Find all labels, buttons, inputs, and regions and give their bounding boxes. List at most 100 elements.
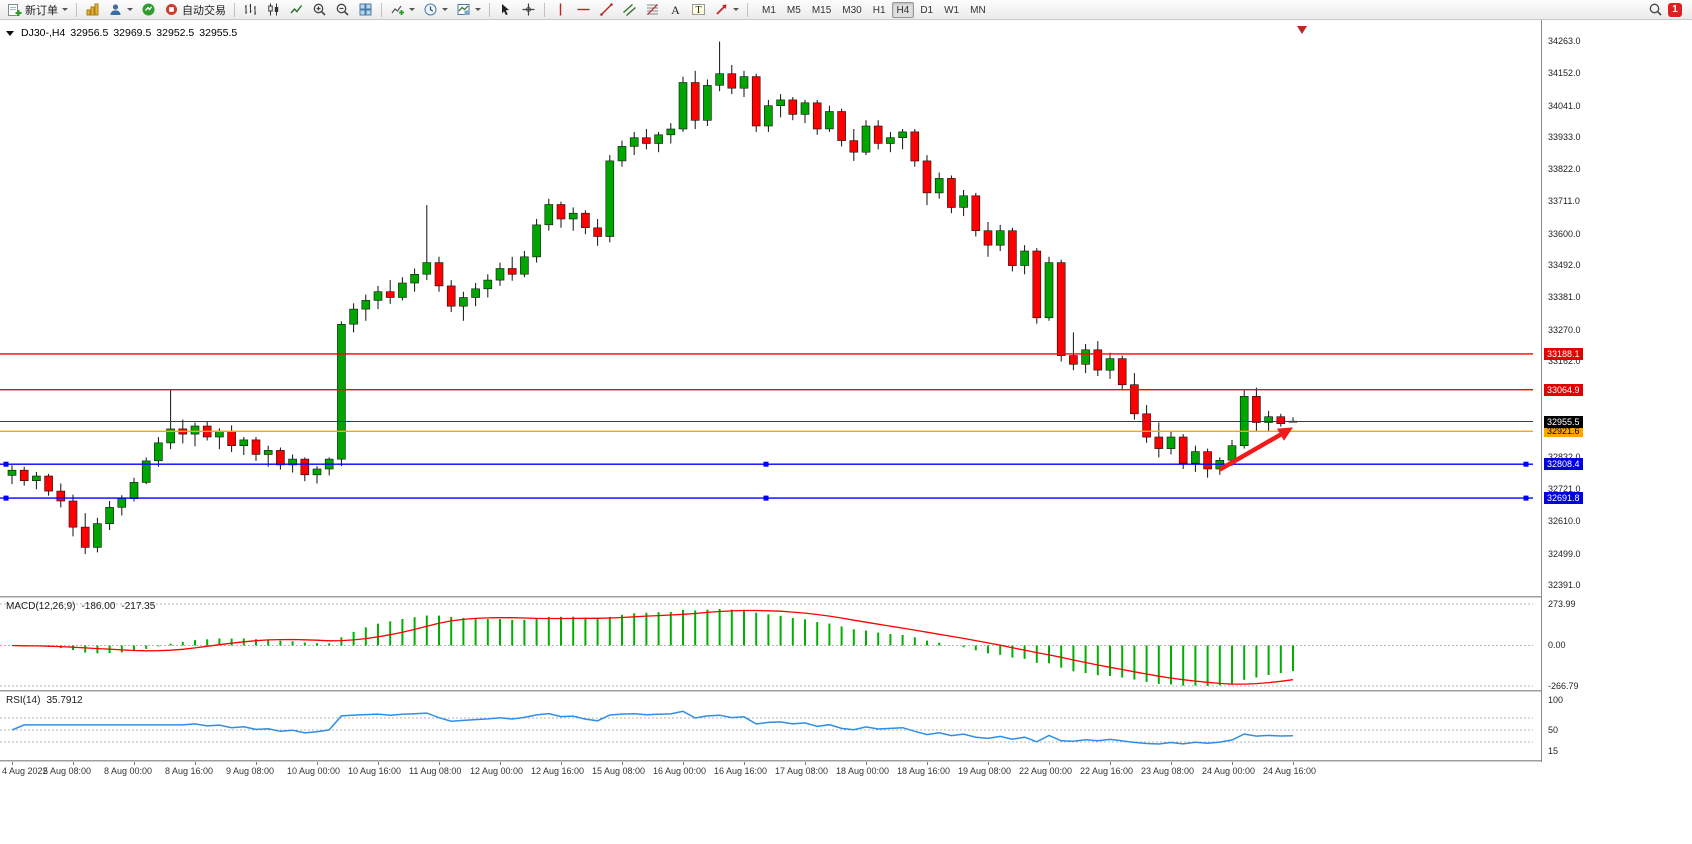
main-chart-plot[interactable] bbox=[0, 22, 1542, 596]
time-tick bbox=[561, 762, 562, 765]
indicators-icon bbox=[391, 5, 404, 15]
price-axis-border bbox=[1541, 20, 1542, 762]
price-axis[interactable]: 34263.0 34152.0 34041.0 33933.0 33822.0 33711… bbox=[1542, 20, 1692, 780]
time-tick bbox=[317, 762, 318, 765]
time-tick bbox=[12, 762, 13, 765]
auto-trading-icon bbox=[166, 4, 177, 15]
time-tick bbox=[1293, 762, 1294, 765]
macd-scale-label: 273.99 bbox=[1548, 598, 1576, 609]
panel-splitter-bottom[interactable] bbox=[0, 760, 1692, 762]
bar-chart-button[interactable] bbox=[240, 1, 261, 18]
price-tick-label: 33270.0 bbox=[1548, 324, 1581, 335]
trend-arrow-annotation[interactable] bbox=[1218, 427, 1293, 472]
panel-splitter-rsi[interactable] bbox=[0, 690, 1692, 692]
toolbar-separator bbox=[544, 2, 545, 17]
notifications-badge[interactable]: 1 bbox=[1668, 2, 1682, 17]
profiles-button[interactable] bbox=[105, 1, 136, 18]
crosshair-tool-button[interactable] bbox=[518, 1, 539, 18]
templates-button[interactable] bbox=[453, 1, 484, 18]
chevron-down-icon bbox=[62, 8, 68, 11]
bar-high-value: 32969.5 bbox=[113, 27, 152, 39]
chart-shift-marker[interactable] bbox=[1297, 26, 1307, 34]
auto-trading-label: 自动交易 bbox=[182, 4, 226, 17]
text-icon: A bbox=[671, 3, 680, 17]
text-label-tool[interactable]: T bbox=[688, 1, 709, 18]
price-tick-label: 33492.0 bbox=[1548, 260, 1581, 271]
line-chart-button[interactable] bbox=[286, 1, 307, 18]
price-line-32691.8[interactable] bbox=[0, 495, 1533, 501]
horizontal-line-tool[interactable] bbox=[573, 1, 594, 18]
indicators-button[interactable] bbox=[387, 1, 418, 18]
equidistant-channel-tool[interactable] bbox=[619, 1, 640, 18]
timeframe-button-M15[interactable]: M15 bbox=[811, 4, 832, 16]
new-order-icon bbox=[8, 4, 22, 16]
timeframe-button-MN[interactable]: MN bbox=[970, 4, 986, 16]
time-tick bbox=[439, 762, 440, 765]
line-chart-icon bbox=[290, 5, 303, 14]
toolbar-separator bbox=[381, 2, 382, 17]
svg-text:T: T bbox=[695, 5, 701, 16]
auto-trading-button[interactable]: 自动交易 bbox=[161, 1, 229, 18]
price-line-32808.4[interactable] bbox=[0, 461, 1533, 467]
rsi-scale-label: 100 bbox=[1548, 694, 1564, 705]
bar-chart-icon bbox=[245, 4, 256, 15]
time-tick-label: 10 Aug 00:00 bbox=[287, 766, 341, 776]
macd-panel[interactable] bbox=[0, 598, 1542, 690]
time-tick bbox=[1049, 762, 1050, 765]
toolbar: 新订单 自动交易 bbox=[0, 0, 1692, 20]
periods-button[interactable] bbox=[420, 1, 451, 18]
bar-low-value: 32952.5 bbox=[156, 27, 195, 39]
price-tick-label: 33600.0 bbox=[1548, 228, 1581, 239]
tile-windows-icon bbox=[359, 3, 372, 16]
toolbar-separator bbox=[747, 2, 748, 17]
timeframe-button-M30[interactable]: M30 bbox=[842, 4, 862, 16]
zoom-in-button[interactable] bbox=[309, 1, 330, 18]
macd-signal-value: -217.35 bbox=[121, 601, 156, 612]
toolbar-right-group: 1 bbox=[1648, 2, 1688, 17]
search-icon[interactable] bbox=[1648, 2, 1663, 17]
timeframe-button-D1[interactable]: D1 bbox=[920, 4, 934, 16]
fibonacci-tool[interactable] bbox=[642, 1, 663, 18]
one-click-trading-toggle[interactable] bbox=[6, 30, 14, 36]
time-axis[interactable]: 4 Aug 2022 5 Aug 08:00 8 Aug 00:00 8 Aug 16… bbox=[0, 762, 1542, 778]
timeframe-button-H1[interactable]: H1 bbox=[872, 4, 886, 16]
zoom-out-icon bbox=[336, 3, 349, 16]
time-tick bbox=[622, 762, 623, 765]
symbol-period-label: DJ30-,H4 bbox=[21, 27, 66, 39]
price-tick-label: 33933.0 bbox=[1548, 131, 1581, 142]
time-tick bbox=[683, 762, 684, 765]
price-tick-label: 34152.0 bbox=[1548, 68, 1581, 79]
timeframe-button-M1[interactable]: M1 bbox=[762, 4, 776, 16]
time-tick-label: 12 Aug 00:00 bbox=[470, 766, 524, 776]
toolbar-separator bbox=[76, 2, 77, 17]
time-tick-label: 8 Aug 00:00 bbox=[104, 766, 153, 776]
new-order-button[interactable]: 新订单 bbox=[4, 1, 71, 18]
arrows-tool[interactable] bbox=[711, 1, 742, 18]
time-tick-label: 24 Aug 16:00 bbox=[1263, 766, 1317, 776]
data-window-button[interactable] bbox=[138, 1, 159, 18]
macd-label: MACD(12,26,9) -186.00 -217.35 bbox=[6, 601, 155, 612]
rsi-scale-label: 15 bbox=[1548, 745, 1559, 756]
macd-main-value: -186.00 bbox=[81, 601, 116, 612]
price-level-tag-32691.8: 32691.8 bbox=[1544, 492, 1583, 505]
vertical-line-tool[interactable] bbox=[550, 1, 571, 18]
svg-text:A: A bbox=[671, 3, 680, 17]
price-level-tag-33064.9: 33064.9 bbox=[1544, 383, 1583, 396]
vertical-line-icon bbox=[559, 3, 562, 16]
timeframe-button-H4[interactable]: H4 bbox=[891, 1, 915, 18]
chevron-down-icon bbox=[475, 8, 481, 11]
timeframe-button-M5[interactable]: M5 bbox=[786, 4, 801, 16]
trendline-tool[interactable] bbox=[596, 1, 617, 18]
timeframe-button-W1[interactable]: W1 bbox=[944, 4, 960, 16]
rsi-panel[interactable] bbox=[0, 692, 1542, 760]
tile-windows-button[interactable] bbox=[355, 1, 376, 18]
text-tool[interactable]: A bbox=[665, 1, 686, 18]
new-chart-button[interactable] bbox=[82, 1, 103, 18]
candlestick-chart-button[interactable] bbox=[263, 1, 284, 18]
time-tick bbox=[1171, 762, 1172, 765]
panel-splitter-macd[interactable] bbox=[0, 596, 1692, 598]
zoom-out-button[interactable] bbox=[332, 1, 353, 18]
crosshair-icon bbox=[522, 3, 535, 16]
cursor-tool-button[interactable] bbox=[495, 1, 516, 18]
bar-close-value: 32955.5 bbox=[199, 27, 238, 39]
